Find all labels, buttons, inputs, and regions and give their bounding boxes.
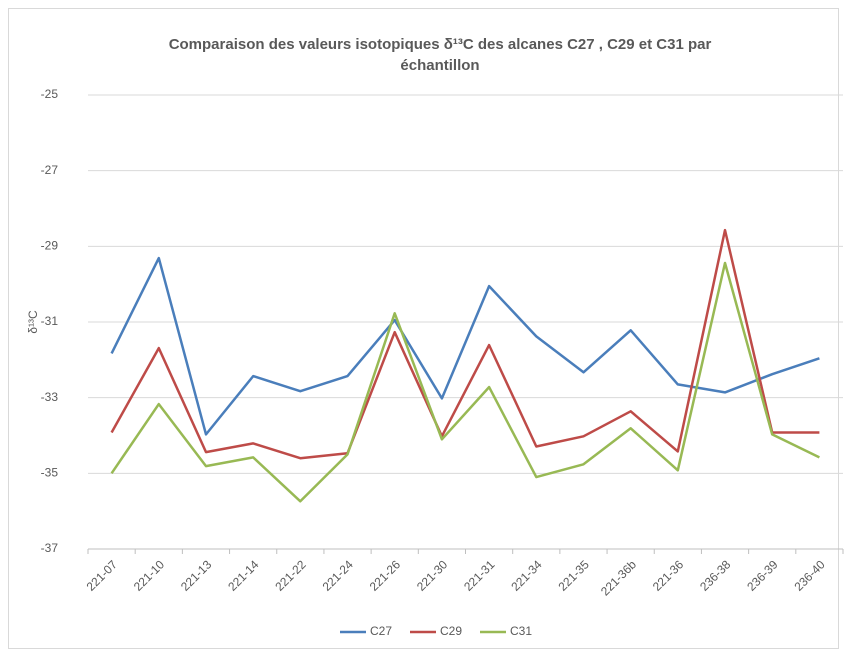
y-tick-label: -29 [41, 239, 59, 253]
y-tick-label: -27 [41, 163, 59, 177]
line-series [110, 256, 820, 436]
legend-label: C29 [440, 624, 462, 638]
y-tick-label: -25 [41, 87, 59, 101]
chart-border [8, 8, 839, 649]
y-tick-label: -33 [41, 390, 59, 404]
legend-label: C27 [370, 624, 392, 638]
y-axis-label: δ¹³C [26, 310, 40, 334]
chart-title: Comparaison des valeurs isotopiques δ¹³C… [169, 36, 712, 53]
y-tick-label: -31 [41, 314, 59, 328]
y-tick-label: -35 [41, 466, 59, 480]
y-tick-label: -37 [41, 541, 59, 555]
legend-label: C31 [510, 624, 532, 638]
chart-title: échantillon [400, 57, 479, 74]
line-series [110, 261, 820, 503]
line-series [110, 228, 820, 460]
